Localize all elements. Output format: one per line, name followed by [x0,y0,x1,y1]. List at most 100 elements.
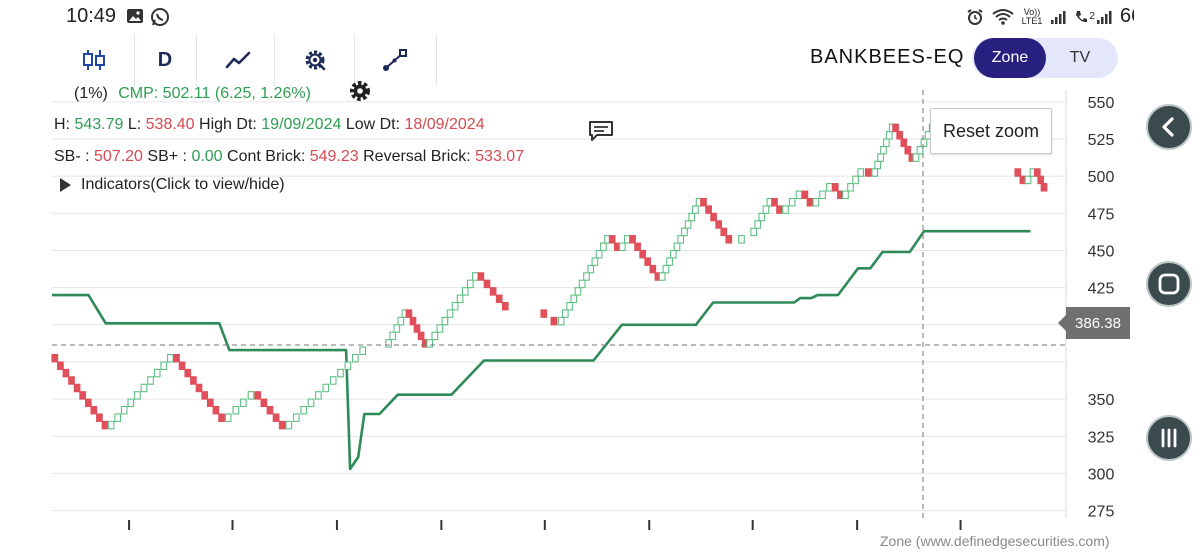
toolbar-separator [196,34,197,86]
down-brick [644,257,652,266]
crosshair-price-label: 386.38 [1058,307,1130,339]
down-brick [84,398,92,408]
down-brick [201,391,209,400]
up-brick [134,391,141,400]
down-brick [477,272,485,281]
up-brick [574,287,582,296]
candles-button[interactable] [68,40,120,80]
sb-line: SB- : 507.20 SB+ : 0.00 Cont Brick: 549.… [54,148,524,166]
line-chart-button[interactable] [208,40,268,80]
settings-gear-icon [305,50,326,71]
up-brick [684,220,692,229]
up-brick [600,242,607,252]
up-brick [842,190,849,200]
up-brick [874,160,882,170]
down-brick [806,197,814,207]
symbol-label: BANKBEES-EQ [810,46,965,68]
down-brick [68,376,75,385]
up-brick [232,405,240,415]
up-brick [847,183,854,192]
reversal-brick-label: Reversal Brick: [363,148,471,165]
up-brick [681,227,688,237]
down-brick [57,361,64,370]
down-brick [73,383,81,393]
down-brick [904,145,912,155]
tv-mode-button[interactable]: TV [1069,49,1091,66]
y-tick-label: 550 [1088,95,1115,112]
wifi-icon [991,8,1014,25]
settings-button[interactable] [288,40,342,80]
down-brick [501,301,509,311]
up-brick [852,175,859,185]
comment-button[interactable] [588,120,614,147]
down-brick [90,405,98,415]
indicator-settings-button[interactable] [348,79,372,108]
pct-prefix: (1%) [74,85,108,102]
up-brick [351,353,359,363]
reset-zoom-button[interactable]: Reset zoom [930,108,1052,154]
down-brick [896,131,904,140]
up-brick [688,212,696,222]
down-brick [212,405,220,415]
down-brick [405,309,413,318]
down-brick [173,353,180,363]
recents-nav-button[interactable] [1146,415,1192,461]
up-brick [583,272,590,281]
high-dt-value: 19/09/2024 [261,116,342,133]
up-brick [127,398,135,408]
down-brick [725,235,733,244]
hl-line: H: 543.79 L: 538.40 High Dt: 19/09/2024 … [54,116,485,134]
down-brick [409,316,417,326]
up-brick [857,168,865,177]
back-nav-button[interactable] [1146,104,1192,150]
y-tick-label: 275 [1088,504,1115,521]
y-tick-label: 350 [1088,392,1115,409]
up-brick [300,405,308,415]
indicators-toggle[interactable]: Indicators(Click to view/hide) [60,176,285,194]
drawing-tool-button[interactable] [368,40,422,80]
down-brick [278,420,286,430]
mode-toggle: Zone TV [972,38,1118,78]
timeframe-button[interactable]: D [157,48,173,71]
toolbar-separator [354,34,355,86]
play-triangle-icon [60,178,71,192]
up-brick [561,309,569,318]
low-dt-value: 18/09/2024 [404,116,485,133]
l-value: 538.40 [145,116,195,133]
down-brick [1040,183,1048,192]
cont-brick-label: Cont Brick: [227,148,306,165]
up-brick [669,249,677,259]
up-brick [285,420,293,430]
down-brick [483,279,491,289]
down-brick [195,383,203,393]
home-nav-icon [1158,273,1180,295]
call-icon [1076,10,1088,22]
down-brick [178,361,186,370]
y-tick-label: 300 [1088,466,1115,483]
up-brick [471,272,479,281]
h-label: H: [54,116,70,133]
up-brick [662,264,670,274]
candles-icon [83,50,105,70]
down-brick [417,331,425,341]
down-brick [771,197,778,207]
down-brick [260,398,268,408]
down-brick [710,212,717,222]
status-time: 10:49 [66,5,117,27]
high-dt-label: High Dt: [199,116,257,133]
home-nav-button[interactable] [1146,261,1192,307]
back-nav-icon [1162,117,1174,137]
l-label: L: [127,116,142,133]
cmp-value: CMP: 502.11 (6.25, 1.26%) [118,85,311,102]
zone-mode-button[interactable]: Zone [974,38,1046,78]
down-brick [62,368,70,378]
up-brick [466,279,474,289]
down-brick [608,235,616,244]
chart-toolbar: D [38,34,1134,86]
up-brick [595,249,603,259]
toolbar-separator [134,34,135,86]
signal-icon [1051,10,1066,24]
gallery-icon [127,9,143,23]
up-brick [456,294,464,304]
